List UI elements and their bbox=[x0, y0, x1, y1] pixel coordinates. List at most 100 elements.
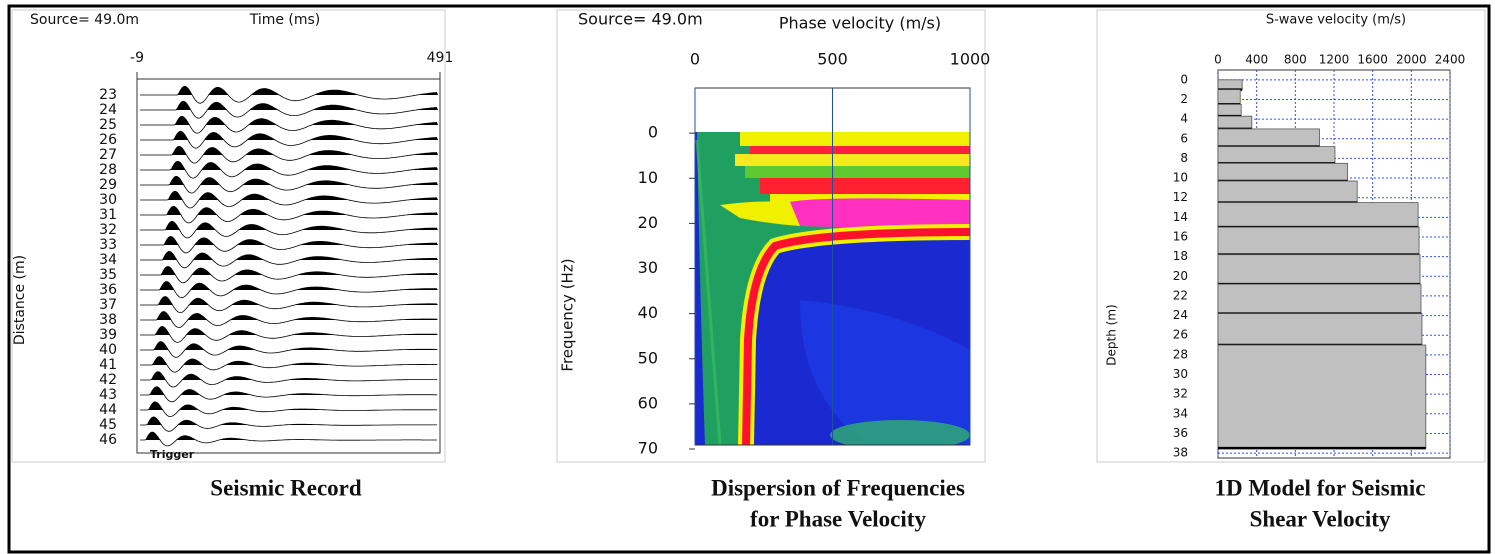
trace-label: 31 bbox=[99, 207, 117, 223]
caption: 1D Model for Seismic bbox=[1214, 475, 1425, 500]
x-tick-label: 0 bbox=[1214, 53, 1222, 67]
x-tick-label: 2000 bbox=[1396, 53, 1427, 67]
annotation: Source= 49.0m bbox=[30, 12, 139, 28]
trace-fill bbox=[140, 206, 438, 215]
trace-fill bbox=[140, 341, 438, 350]
caption: Dispersion of Frequencies bbox=[711, 475, 965, 500]
y-tick-label: 8 bbox=[1180, 151, 1188, 165]
trace-fill bbox=[140, 236, 438, 245]
trace bbox=[140, 311, 438, 328]
trace bbox=[140, 281, 437, 299]
x-tick-label: 800 bbox=[1284, 53, 1307, 67]
trace-label: 37 bbox=[99, 297, 117, 313]
y-tick-label: 4 bbox=[1180, 112, 1188, 126]
trace-fill bbox=[140, 131, 438, 140]
trace-fill bbox=[140, 296, 438, 305]
y-tick-label: 30 bbox=[638, 258, 658, 277]
x-tick-label: 400 bbox=[1245, 53, 1268, 67]
x-tick-label: 2400 bbox=[1435, 53, 1466, 67]
trace-label: 40 bbox=[99, 342, 117, 358]
trace-fill bbox=[140, 116, 438, 125]
y-tick-label: 36 bbox=[1173, 426, 1188, 440]
y-tick-label: 10 bbox=[1173, 171, 1188, 185]
trace bbox=[140, 130, 437, 149]
x-tick-label: -9 bbox=[130, 50, 144, 66]
y-tick-label: 34 bbox=[1173, 406, 1188, 420]
y-tick-label: 60 bbox=[638, 393, 658, 412]
trace-fill bbox=[140, 101, 438, 110]
trace-label: 43 bbox=[99, 387, 117, 403]
trace-label: 44 bbox=[99, 402, 117, 418]
trace bbox=[140, 341, 437, 358]
trace bbox=[140, 145, 438, 164]
y-tick-label: 20 bbox=[638, 213, 658, 232]
y-tick-label: 40 bbox=[638, 303, 658, 322]
trace-label: 42 bbox=[99, 372, 117, 388]
panel-frame bbox=[556, 9, 986, 463]
y-tick-label: 50 bbox=[638, 348, 658, 367]
trace bbox=[140, 431, 437, 447]
layer-bar bbox=[1217, 344, 1427, 449]
trace-fill bbox=[140, 86, 438, 95]
layer-bar bbox=[1217, 283, 1422, 315]
caption: Seismic Record bbox=[210, 475, 362, 500]
trace-label: 30 bbox=[99, 192, 117, 208]
annotation: Source= 49.0m bbox=[578, 10, 703, 29]
trace-fill bbox=[140, 221, 438, 230]
y-tick-label: 70 bbox=[638, 439, 658, 458]
layer-bar bbox=[1217, 162, 1348, 182]
trace bbox=[140, 236, 437, 254]
trace-fill bbox=[140, 371, 438, 380]
x-tick-label: 1200 bbox=[1319, 53, 1350, 67]
trace bbox=[140, 401, 437, 418]
trace-label: 46 bbox=[99, 432, 117, 448]
y-tick-label: 22 bbox=[1173, 288, 1188, 302]
trace bbox=[140, 85, 438, 104]
panel-frame bbox=[1096, 9, 1486, 463]
trace-label: 36 bbox=[99, 282, 117, 298]
layer-bar bbox=[1217, 202, 1419, 228]
y-tick-label: 24 bbox=[1173, 308, 1188, 322]
trace-fill bbox=[140, 326, 438, 335]
y-tick-label: 32 bbox=[1173, 387, 1188, 401]
trace-label: 24 bbox=[99, 102, 117, 118]
trace bbox=[140, 160, 437, 179]
layer-bar bbox=[1217, 103, 1242, 117]
y-tick-label: 16 bbox=[1173, 229, 1188, 243]
trace-fill bbox=[140, 251, 438, 260]
x-tick-label: 0 bbox=[690, 50, 700, 69]
trace-fill bbox=[140, 311, 438, 320]
trace bbox=[140, 220, 437, 239]
layer-bar bbox=[1217, 79, 1243, 91]
trace-label: 33 bbox=[99, 237, 117, 253]
trace-fill bbox=[140, 191, 438, 200]
y-tick-label: 30 bbox=[1173, 367, 1188, 381]
panel-frame bbox=[11, 9, 446, 463]
layer-bar bbox=[1217, 128, 1320, 148]
trace bbox=[140, 416, 437, 432]
trace bbox=[140, 205, 437, 224]
layer-bar bbox=[1217, 180, 1358, 204]
y-tick-label: 12 bbox=[1173, 190, 1188, 204]
trace-fill bbox=[140, 281, 438, 290]
trace-label: 45 bbox=[99, 417, 117, 433]
layer-bar bbox=[1217, 115, 1253, 130]
trace bbox=[140, 356, 437, 373]
trace bbox=[140, 266, 437, 284]
layer-bar bbox=[1217, 146, 1336, 164]
layer-bar bbox=[1217, 226, 1420, 256]
trace-label: 28 bbox=[99, 162, 117, 178]
trace bbox=[140, 296, 437, 314]
trigger-label: Trigger bbox=[150, 448, 195, 461]
trace-label: 25 bbox=[99, 117, 117, 133]
trace bbox=[140, 175, 437, 194]
y-axis-title: Distance (m) bbox=[12, 255, 28, 345]
trace bbox=[140, 386, 437, 403]
trace bbox=[140, 251, 437, 269]
plot-frame bbox=[136, 78, 441, 454]
x-axis-title: Phase velocity (m/s) bbox=[779, 14, 941, 33]
x-tick-label: 491 bbox=[427, 50, 454, 66]
x-axis-title: S-wave velocity (m/s) bbox=[1266, 13, 1406, 28]
